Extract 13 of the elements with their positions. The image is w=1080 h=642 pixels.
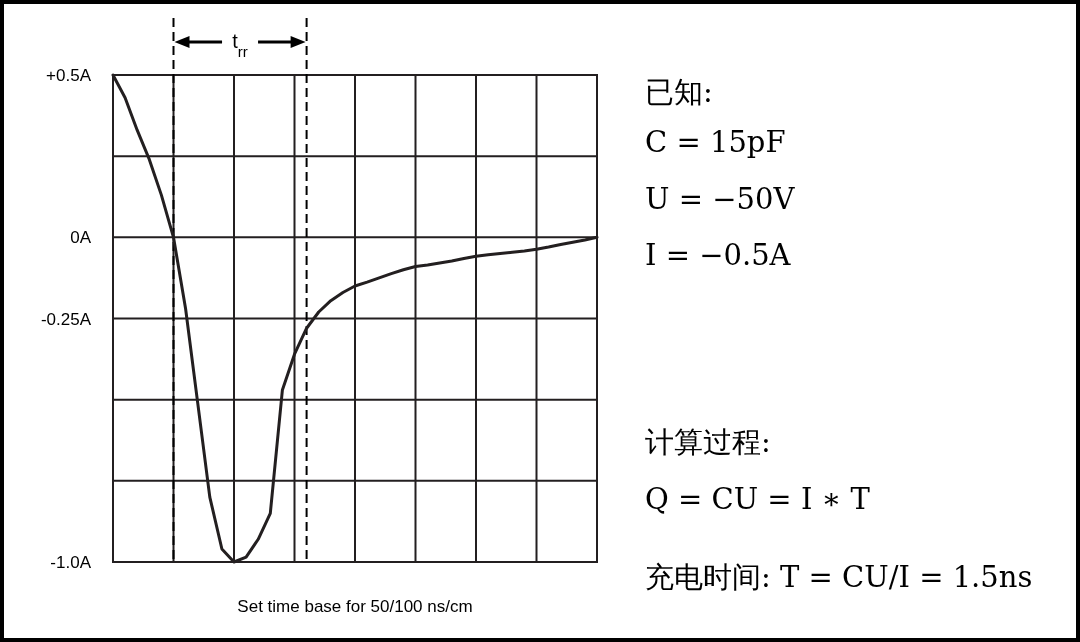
text: 计算过程: (645, 425, 771, 459)
text: t$_{rr}$ (232, 30, 248, 60)
text: I = −0.5A (645, 238, 792, 272)
text: Q = CU = I ∗ T (645, 482, 871, 516)
text: 充电时间: T = CU/I = 1.5ns (645, 560, 1033, 594)
y-tick-label: +0.5A (46, 66, 92, 85)
text: C = 15pF (645, 125, 786, 159)
y-tick-label: -1.0A (50, 553, 92, 572)
y-tick-label: 0A (70, 228, 92, 248)
x-axis-title: Set time base for 50/100 ns/cm (237, 597, 473, 616)
text: 已知: (645, 75, 713, 109)
y-tick-label: -0.25A (40, 309, 92, 329)
text: U = −50V (645, 182, 796, 216)
